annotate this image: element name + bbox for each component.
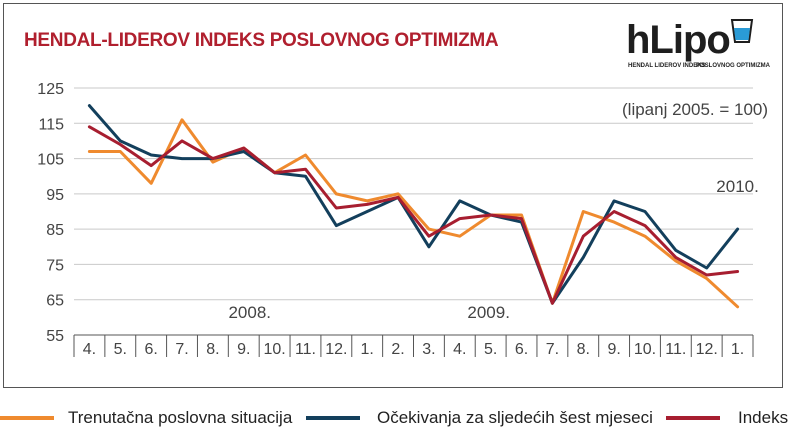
hlipo-logo: hLipo HENDAL LIDEROV INDEKS POSLOVNOG OP… <box>626 14 776 76</box>
x-tick-label: 2. <box>391 341 404 358</box>
legend-swatch-index <box>666 416 720 420</box>
legend-label-index: Indeks <box>738 408 789 427</box>
logo-wordmark: hLipo <box>626 18 731 62</box>
year-labels: 2008. 2009. 2010. <box>228 177 758 322</box>
year-label: 2008. <box>228 303 271 322</box>
chart-title: HENDAL-LIDEROV INDEKS POSLOVNOG OPTIMIZM… <box>24 30 499 51</box>
series-line-expectations <box>87 104 740 305</box>
legend-label-situation: Trenutačna poslovna situacija <box>68 408 293 427</box>
x-tick-label: 9. <box>237 341 250 358</box>
logo-tagline-left: HENDAL LIDEROV INDEKS <box>628 63 706 69</box>
y-tick-label: 65 <box>46 293 64 310</box>
x-tick-label: 12. <box>696 341 718 358</box>
legend-swatch-situation <box>0 416 54 420</box>
legend-label-expectations: Očekivanja za sljedećih šest mjeseci <box>377 408 653 427</box>
axes <box>73 334 754 357</box>
y-tick-label: 55 <box>46 328 64 345</box>
y-tick-labels: 55 65 75 85 95 105 115 125 <box>37 81 64 345</box>
x-tick-label: 5. <box>114 341 127 358</box>
x-tick-label: 4. <box>83 341 96 358</box>
legend: Trenutačna poslovna situacija Očekivanja… <box>0 400 789 432</box>
x-tick-label: 12. <box>325 341 347 358</box>
x-tick-label: 4. <box>453 341 466 358</box>
y-tick-label: 125 <box>37 81 64 98</box>
y-tick-label: 75 <box>46 257 64 274</box>
series-line-index <box>87 125 740 305</box>
x-tick-label: 11. <box>295 341 316 358</box>
series-line-situation <box>87 118 740 309</box>
x-tick-label: 6. <box>515 341 528 358</box>
x-tick-labels: 4. 5. 6. 7. 8. 9. 10. 11. 12. 1. 2. 3. 4. 5. 6. 7. 8. 9. 1… <box>83 341 744 358</box>
legend-swatch-expectations <box>306 416 360 420</box>
logo-tagline-right: POSLOVNOG OPTIMIZMA <box>696 63 771 69</box>
year-label: 2010. <box>716 177 759 196</box>
x-tick-label: 3. <box>422 341 435 358</box>
x-tick-label: 8. <box>577 341 590 358</box>
x-tick-label: 7. <box>175 341 188 358</box>
cup-icon <box>730 19 754 43</box>
x-tick-label: 8. <box>206 341 219 358</box>
line-chart: 55 65 75 85 95 105 115 125 4. 5. 6. 7. 8. 9. 10. 11. 12… <box>37 81 759 358</box>
y-tick-label: 95 <box>46 187 64 204</box>
x-tick-label: 10. <box>634 341 656 358</box>
series-lines <box>87 104 740 309</box>
x-tick-label: 1. <box>361 341 374 358</box>
x-tick-label: 10. <box>263 341 285 358</box>
x-tick-label: 6. <box>144 341 157 358</box>
gridlines <box>74 87 753 301</box>
x-tick-label: 9. <box>607 341 620 358</box>
year-label: 2009. <box>467 303 510 322</box>
x-tick-label: 1. <box>731 341 744 358</box>
x-tick-label: 11. <box>665 341 686 358</box>
y-tick-label: 115 <box>38 116 64 133</box>
y-tick-label: 105 <box>37 152 64 169</box>
base-note: (lipanj 2005. = 100) <box>622 100 769 119</box>
x-tick-label: 5. <box>484 341 497 358</box>
y-tick-label: 85 <box>46 222 64 239</box>
x-tick-label: 7. <box>546 341 559 358</box>
